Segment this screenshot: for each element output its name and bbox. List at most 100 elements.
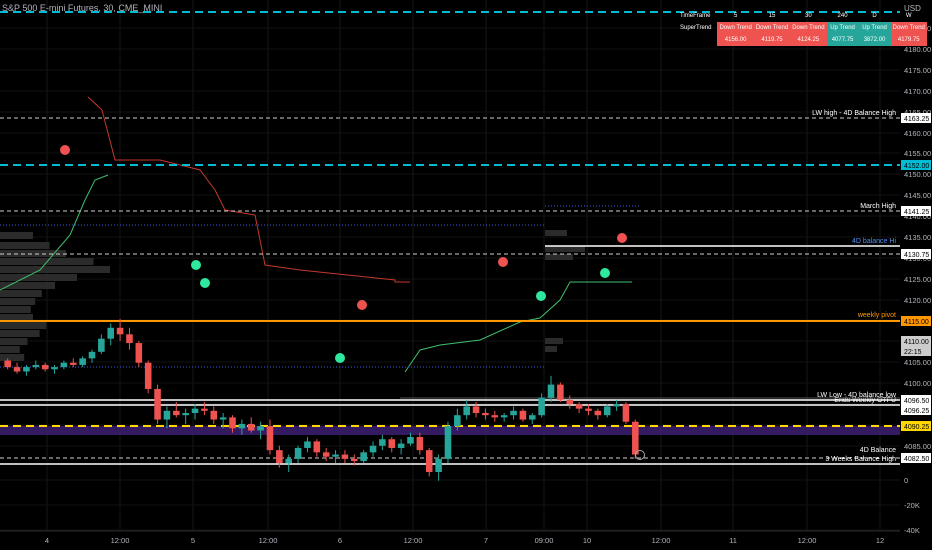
candlestick-series — [4, 319, 639, 481]
volume-bar — [0, 232, 33, 239]
supertrend-table: TimeFrame 5 15 30 240 D W SuperTrend Dow… — [678, 10, 927, 46]
x-tick-label: 12:00 — [259, 536, 278, 545]
candle-body — [519, 410, 527, 420]
candle-body — [454, 415, 461, 427]
candle-body — [491, 415, 499, 418]
candle-body — [69, 362, 77, 365]
candle-body — [51, 367, 58, 370]
trend-w: Down Trend — [890, 22, 927, 34]
candle-body — [304, 441, 311, 448]
value-240: 4077.75 — [826, 34, 859, 46]
candle-body — [351, 458, 358, 462]
value-5: 4156.00 — [717, 34, 754, 46]
candle-body — [135, 343, 143, 363]
candle-body — [538, 397, 545, 416]
timeframe-240: 240 — [837, 13, 848, 19]
candle-body — [60, 362, 68, 368]
candle-body — [32, 364, 40, 368]
buy-signal-marker — [200, 278, 210, 288]
candle-body — [613, 404, 620, 407]
volume-bar — [0, 314, 33, 321]
candle-body — [144, 362, 152, 389]
supertrend-header-row: TimeFrame 5 15 30 240 D W — [678, 10, 927, 22]
volume-bar — [0, 330, 40, 337]
y-tick-label: 4180.00 — [904, 45, 931, 54]
candle-body — [4, 360, 11, 368]
candle-body — [13, 367, 21, 372]
level-label: weekly pivot — [857, 312, 896, 319]
y-tick-label: 4085.00 — [904, 442, 931, 451]
price-axis[interactable]: 4185.004180.004175.004170.004165.004160.… — [900, 0, 932, 550]
candle-body — [313, 441, 321, 453]
volume-bar — [545, 230, 567, 236]
y-tick-label: 4125.00 — [904, 275, 931, 284]
candle-body — [575, 404, 583, 409]
supertrend-label: SuperTrend — [680, 25, 712, 31]
x-tick-label: 6 — [338, 536, 342, 545]
candle-body — [528, 415, 536, 420]
x-tick-label: 10 — [583, 536, 591, 545]
price-badge-label: 4096.25 — [904, 408, 929, 415]
price-badge-label: 4152.00 — [904, 163, 929, 170]
timeframe-30: 30 — [805, 13, 812, 19]
price-badge-label: 4096.50 — [904, 398, 929, 405]
candle-body — [566, 399, 574, 405]
candle-body — [407, 437, 414, 444]
trend-5: Down Trend — [717, 22, 754, 34]
volume-bar — [0, 266, 110, 273]
price-badge-label: 4141.25 — [904, 209, 929, 216]
level-label: 3 Weeks Balance High — [825, 456, 896, 463]
candle-body — [219, 417, 227, 420]
candle-body — [229, 417, 236, 429]
candle-body — [191, 408, 199, 413]
x-tick-label: 12:00 — [798, 536, 817, 545]
time-axis[interactable]: 4 12:00 5 12:00 6 12:00 7 09:00 10 12:00 11 12:00 12 — [0, 530, 900, 545]
level-label: LW high - 4D Balance High — [812, 110, 896, 117]
trend-15: Down Trend — [753, 22, 791, 34]
candle-body — [116, 327, 124, 335]
volume-bar — [0, 354, 25, 361]
volume-bar — [0, 290, 42, 297]
x-tick-label: 11 — [729, 536, 737, 545]
axis-unit-label: USD — [904, 4, 921, 13]
sell-signal-marker — [357, 300, 367, 310]
price-badge-label: 4090.25 — [904, 424, 929, 431]
candle-body — [397, 443, 405, 448]
candle-body — [482, 413, 489, 416]
price-badge-label: 4163.25 — [904, 116, 929, 123]
level-label: 4D Balance — [860, 447, 896, 454]
symbol-title: S&P 500 E-mini Futures, 30, CME_MINI — [2, 3, 163, 13]
candle-body — [360, 452, 367, 462]
price-badge — [901, 395, 931, 405]
candle-body — [510, 410, 517, 416]
candle-body — [285, 458, 292, 464]
volume-bar — [0, 306, 31, 313]
value-30: 4124.25 — [790, 34, 827, 46]
candle-body — [79, 358, 86, 365]
y-tick-label: 4140.00 — [904, 212, 931, 221]
price-badge — [901, 336, 931, 346]
price-badge — [901, 316, 931, 326]
y-tick-label: 4145.00 — [904, 191, 931, 200]
price-badge-label: 22:15 — [904, 349, 922, 356]
level-label: LW Low - 4D balance low — [817, 392, 897, 399]
candle-body — [182, 413, 189, 416]
x-tick-label: 12 — [876, 536, 884, 545]
volume-bar — [0, 274, 77, 281]
y-tick-label: 4135.00 — [904, 233, 931, 242]
x-tick-label: 12:00 — [111, 536, 130, 545]
candle-body — [594, 410, 602, 416]
volume-bar — [0, 282, 55, 289]
candle-body — [632, 421, 639, 455]
candle-body — [98, 338, 105, 352]
price-badge — [901, 346, 931, 356]
volume-bar — [0, 346, 20, 353]
alert-icon — [635, 450, 645, 460]
volume-bar — [545, 254, 573, 260]
volume-bar — [0, 338, 28, 345]
supertrend-value-row: 4156.00 4119.75 4124.25 4077.75 3872.00 … — [678, 34, 927, 46]
price-badge-label: 4082.50 — [904, 456, 929, 463]
level-label: Ends Weekly OTFU — [834, 397, 896, 404]
volume-bar — [0, 250, 66, 257]
